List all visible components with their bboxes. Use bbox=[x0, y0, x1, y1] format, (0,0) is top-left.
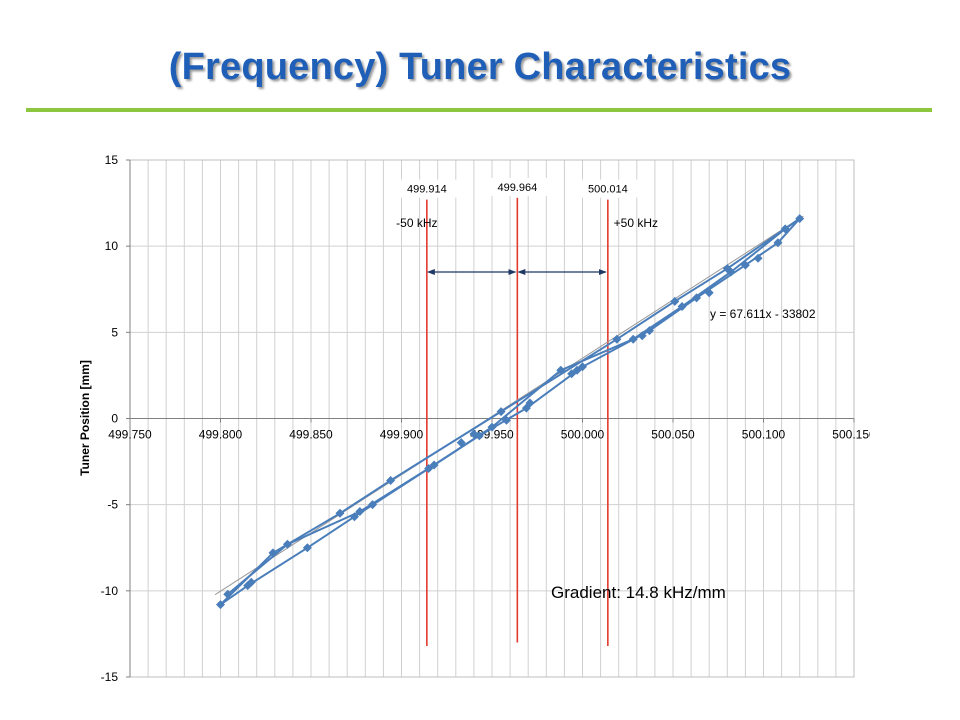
x-tick-label: 499.750 bbox=[108, 428, 152, 442]
data-point bbox=[246, 577, 256, 587]
data-point bbox=[677, 301, 687, 311]
x-tick-label: 500.050 bbox=[651, 428, 695, 442]
x-tick-label: 499.850 bbox=[289, 428, 333, 442]
data-point bbox=[670, 296, 680, 306]
data-point bbox=[628, 334, 638, 344]
data-point bbox=[722, 264, 732, 274]
data-point bbox=[216, 600, 225, 610]
y-tick-label: 0 bbox=[111, 412, 118, 426]
frequency-marker-label: 499.914 bbox=[407, 184, 447, 196]
data-point bbox=[773, 238, 783, 248]
data-point bbox=[368, 500, 378, 510]
data-point bbox=[612, 334, 622, 344]
y-tick-label: 10 bbox=[105, 239, 119, 253]
frequency-marker-label-bg bbox=[575, 179, 640, 198]
x-tick-label: 499.900 bbox=[380, 428, 424, 442]
x-tick-label: 500.150 bbox=[832, 428, 870, 442]
frequency-marker-label-bg bbox=[394, 179, 459, 198]
data-point bbox=[355, 507, 365, 517]
data-point bbox=[268, 548, 278, 558]
data-point bbox=[578, 362, 587, 372]
y-tick-label: -15 bbox=[101, 670, 119, 684]
data-point bbox=[302, 543, 312, 553]
trendline-equation: y = 67.611x - 33802 bbox=[710, 307, 816, 321]
data-point bbox=[780, 224, 790, 234]
frequency-marker-label-bg bbox=[485, 177, 550, 196]
y-tick-label: -5 bbox=[107, 498, 118, 512]
frequency-marker-label: 500.014 bbox=[588, 184, 628, 196]
data-point bbox=[556, 365, 566, 375]
y-tick-label: 15 bbox=[105, 153, 119, 167]
data-point bbox=[349, 512, 359, 522]
tuner-chart: 15 10 5 0 -5 -10 -15 499.750 499.800 499.850 499.9… bbox=[78, 153, 870, 684]
data-point bbox=[692, 293, 702, 303]
frequency-marker-label: 499.964 bbox=[497, 182, 537, 194]
x-tick-label: 499.800 bbox=[199, 428, 243, 442]
x-tick-label: 500.000 bbox=[561, 428, 605, 442]
data-point bbox=[429, 460, 439, 470]
span-arrow-head bbox=[517, 269, 526, 276]
data-point bbox=[637, 331, 647, 341]
y-tick-label: 5 bbox=[111, 325, 118, 339]
data-point bbox=[487, 422, 497, 432]
span-arrow-head bbox=[426, 269, 435, 276]
data-point bbox=[223, 589, 233, 599]
span-label: +50 kHz bbox=[614, 216, 658, 230]
data-point bbox=[496, 407, 506, 417]
data-point bbox=[726, 267, 736, 277]
data-point bbox=[704, 288, 714, 298]
x-tick-label: 500.100 bbox=[742, 428, 786, 442]
title-divider bbox=[26, 108, 932, 112]
data-point bbox=[282, 539, 292, 549]
data-point bbox=[644, 326, 654, 336]
y-axis-label: Tuner Position [mm] bbox=[78, 360, 92, 476]
data-point bbox=[795, 214, 805, 224]
data-point bbox=[456, 438, 466, 448]
data-point bbox=[386, 476, 396, 486]
data-point bbox=[525, 398, 535, 408]
span-label: -50 kHz bbox=[396, 216, 437, 230]
data-point bbox=[501, 415, 511, 425]
gradient-annotation: Gradient: 14.8 kHz/mm bbox=[551, 583, 726, 602]
y-tick-label: -10 bbox=[101, 584, 119, 598]
data-point bbox=[753, 253, 763, 263]
data-point bbox=[740, 260, 750, 270]
data-point bbox=[474, 431, 484, 441]
data-point bbox=[335, 508, 345, 518]
slide-title: (Frequency) Tuner Characteristics bbox=[168, 46, 792, 88]
